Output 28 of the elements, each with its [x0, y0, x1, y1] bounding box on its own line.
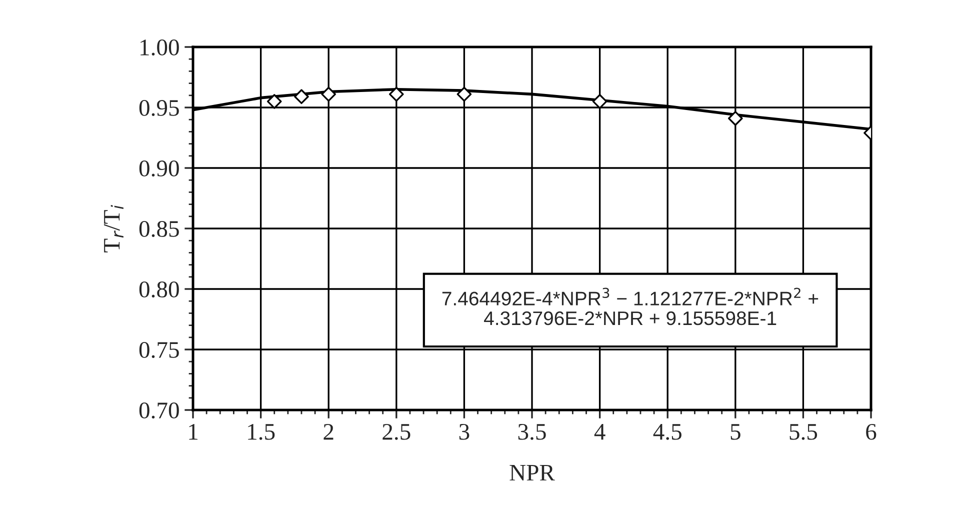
- x-tick-label: 4: [594, 424, 606, 440]
- x-axis-title: NPR: [510, 464, 555, 480]
- x-tick-label: 2: [324, 424, 334, 440]
- y-axis-title: T$_{r}$/T$_{i}$: [104, 205, 124, 252]
- point: [592, 94, 608, 109]
- point: [456, 86, 472, 102]
- x-tick-label: 5.5: [790, 424, 818, 440]
- x-tick-label: 1: [189, 424, 198, 440]
- x-tick-label: 3: [459, 424, 470, 440]
- point: [728, 110, 743, 126]
- x-tick-label: 5: [730, 424, 740, 440]
- y-tick-label: 0.70: [139, 402, 179, 419]
- x-tick-label: 2.5: [382, 424, 410, 440]
- y-tick-label: 1.00: [140, 39, 179, 56]
- point: [266, 94, 282, 109]
- y-tick-label: 0.80: [139, 281, 179, 298]
- point: [294, 89, 309, 104]
- x-tick-label: 3.5: [518, 424, 546, 440]
- x-tick-label: 1.5: [248, 424, 275, 440]
- y-tick-label: 0.75: [139, 342, 179, 358]
- y-tick-label: 0.85: [139, 220, 179, 238]
- text: 7.464492E-4*NPR$^{3}$ − 1.121277E-2*NPR$^{2}$ + 4.313796E-2*NPR + 9.155598E-1: [442, 288, 818, 326]
- point: [388, 86, 404, 102]
- point: [321, 86, 336, 102]
- y-tick-label: 0.95: [139, 100, 179, 116]
- x-tick-label: 4.5: [653, 424, 682, 440]
- x-tick-label: 6: [866, 424, 876, 440]
- y-tick-label: 0.90: [139, 160, 179, 177]
